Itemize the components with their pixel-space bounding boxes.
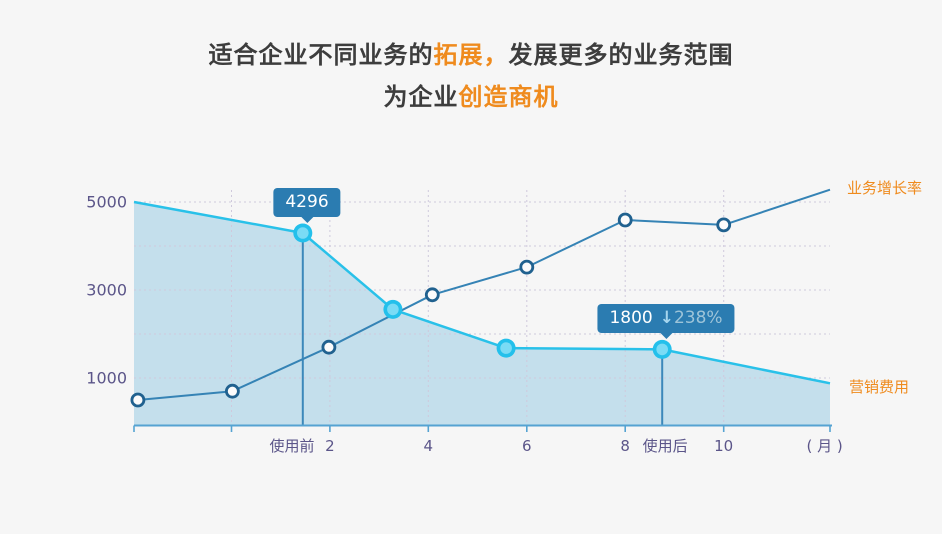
- series-label-marketing-cost: 营销费用: [849, 378, 910, 396]
- data-label-before-use: 4296: [273, 188, 341, 223]
- data-point-marker-open: [224, 383, 240, 399]
- x-tick-label: 使用后: [643, 437, 688, 455]
- data-point-marker-open: [617, 212, 633, 228]
- title-part: 为企业: [383, 83, 459, 111]
- series-line-marketing-cost: [133, 200, 831, 385]
- title-part: 适合企业不同业务的: [208, 41, 434, 69]
- title-part: 发展更多的业务范围: [508, 41, 734, 69]
- title-part-highlight: 创造商机: [458, 83, 559, 111]
- data-label-delta: 238%: [673, 308, 723, 328]
- x-tick-label: 8: [620, 437, 630, 455]
- x-tick-label: ( 月 ): [806, 437, 842, 455]
- data-point-marker-open: [716, 217, 732, 233]
- data-point-marker-cyan-core: [656, 343, 668, 356]
- data-point-marker-open: [130, 392, 146, 408]
- series-label-business-growth-rate: 业务增长率: [847, 179, 923, 197]
- data-point-marker-open: [424, 287, 440, 303]
- area-fill-marketing-cost: [134, 202, 830, 426]
- x-tick-label: 10: [714, 437, 733, 455]
- data-point-marker-cyan-core: [297, 227, 309, 239]
- title-line-2: 为企业创造商机: [0, 76, 942, 118]
- page-title: 适合企业不同业务的拓展，发展更多的业务范围 为企业创造商机: [0, 34, 942, 118]
- data-label-after-use: 1800 ↓238%: [597, 304, 735, 339]
- x-tick-label: 使用前: [269, 437, 314, 455]
- data-point-marker-cyan-core: [387, 303, 399, 316]
- y-tick-label: 1000: [86, 369, 127, 388]
- data-label-value: 1800: [609, 308, 653, 328]
- series-line-growth-rate: [137, 188, 831, 401]
- x-tick-label: 2: [325, 437, 335, 455]
- data-point-marker-cyan-core: [500, 342, 512, 354]
- y-tick-label: 5000: [86, 193, 127, 212]
- x-tick-label: 6: [522, 437, 532, 455]
- data-point-marker-open: [321, 339, 337, 355]
- x-tick-label: 4: [424, 437, 434, 455]
- data-point-marker-open: [519, 259, 535, 275]
- data-label-value: 4296: [285, 192, 329, 212]
- down-arrow-icon: ↓: [659, 308, 674, 328]
- y-tick-label: 3000: [86, 281, 127, 300]
- title-part-highlight: 拓展，: [433, 41, 509, 69]
- title-line-1: 适合企业不同业务的拓展，发展更多的业务范围: [0, 34, 942, 76]
